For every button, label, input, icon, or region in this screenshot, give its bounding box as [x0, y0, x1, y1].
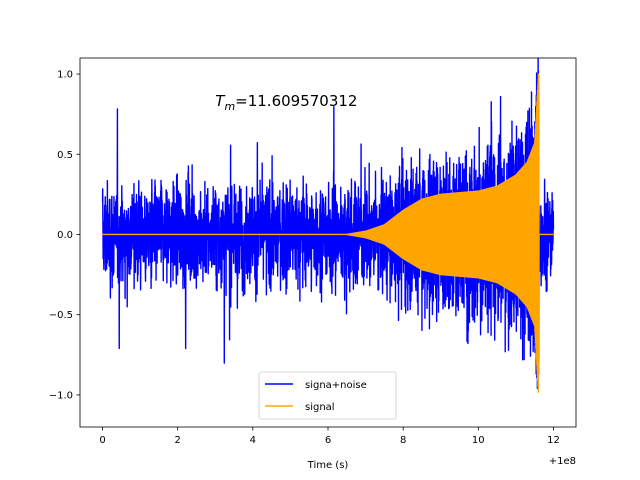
- legend: signa+noise signal: [258, 371, 397, 420]
- legend-box: [258, 371, 397, 420]
- y-axis: −1.0 −0.5 0.0 0.5 1.0: [49, 70, 80, 401]
- x-axis-offset-label: +1e8: [549, 456, 576, 467]
- annotation-prefix: T: [215, 92, 226, 110]
- y-tick-label: 1.0: [57, 70, 73, 81]
- x-tick-label: 4: [250, 435, 256, 446]
- x-tick-label: 6: [325, 435, 331, 446]
- legend-label-signa-noise: signa+noise: [305, 380, 367, 391]
- series-signa-noise-line: [101, 58, 555, 390]
- x-tick-label: 2: [175, 435, 181, 446]
- annotation-subscript: m: [224, 100, 235, 113]
- x-tick-label: 8: [400, 435, 406, 446]
- y-tick-label: −1.0: [49, 390, 73, 401]
- merger-time-annotation: Tm=11.609570312: [215, 92, 357, 113]
- x-axis-label: Time (s): [307, 460, 349, 471]
- series-layer: [101, 58, 555, 393]
- y-tick-label: −0.5: [49, 310, 73, 321]
- x-tick-label: 10: [472, 435, 485, 446]
- y-tick-label: 0.0: [57, 230, 73, 241]
- x-tick-label: 12: [547, 435, 560, 446]
- series-signal-line: [102, 73, 554, 393]
- y-tick-label: 0.5: [57, 150, 73, 161]
- x-tick-label: 0: [99, 435, 105, 446]
- annotation-value: =11.609570312: [235, 92, 357, 110]
- x-axis: 0 2 4 6 8 10 12: [99, 427, 560, 446]
- legend-label-signal: signal: [305, 402, 335, 413]
